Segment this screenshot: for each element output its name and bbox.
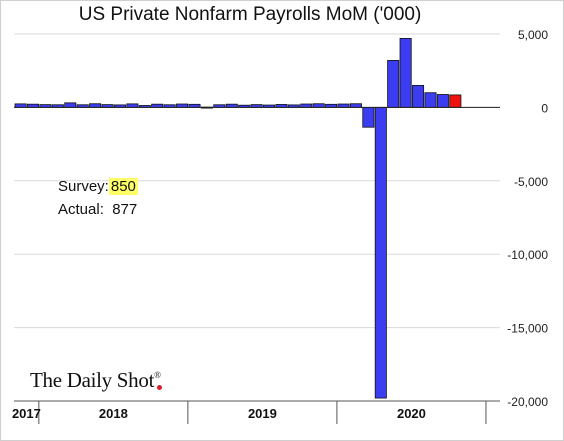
bar bbox=[424, 92, 437, 108]
bar bbox=[14, 103, 27, 108]
y-tick-label: 0 bbox=[541, 101, 548, 115]
bar bbox=[300, 103, 313, 108]
bar bbox=[387, 60, 400, 108]
brand-name: The Daily Shot bbox=[30, 368, 155, 392]
brand-dot-icon bbox=[156, 385, 162, 390]
survey-value: 850 bbox=[108, 178, 138, 195]
bar bbox=[64, 102, 77, 108]
y-tick-label: -5,000 bbox=[514, 175, 548, 189]
brand-logo: The Daily Shot® bbox=[30, 368, 166, 393]
chart-title: US Private Nonfarm Payrolls MoM ('000) bbox=[78, 4, 422, 25]
survey-annotation: Survey: 850 bbox=[58, 178, 138, 195]
bar bbox=[312, 103, 325, 108]
x-tick-label: 2019 bbox=[248, 406, 277, 421]
x-tick-label: 2017 bbox=[12, 406, 41, 421]
y-tick-label: 5,000 bbox=[518, 28, 548, 42]
x-tick-label: 2018 bbox=[99, 406, 128, 421]
bar bbox=[337, 103, 350, 108]
bar bbox=[89, 103, 102, 108]
x-tick-label: 2020 bbox=[397, 406, 426, 421]
actual-value: 877 bbox=[112, 201, 138, 218]
brand-registered-mark: ® bbox=[154, 370, 161, 380]
actual-label: Actual: bbox=[58, 201, 104, 218]
bar bbox=[412, 84, 425, 108]
bar bbox=[126, 103, 139, 108]
bar bbox=[374, 107, 387, 399]
actual-annotation: Actual: 877 bbox=[58, 201, 137, 218]
bar bbox=[436, 94, 449, 108]
bar bbox=[399, 38, 412, 108]
bar bbox=[449, 94, 462, 108]
bar bbox=[362, 107, 375, 128]
y-tick-label: -15,000 bbox=[507, 322, 548, 336]
bar bbox=[349, 103, 362, 108]
y-tick-label: -20,000 bbox=[507, 395, 548, 409]
bar bbox=[176, 103, 189, 108]
survey-label: Survey: bbox=[58, 178, 109, 195]
y-tick-label: -10,000 bbox=[507, 248, 548, 262]
